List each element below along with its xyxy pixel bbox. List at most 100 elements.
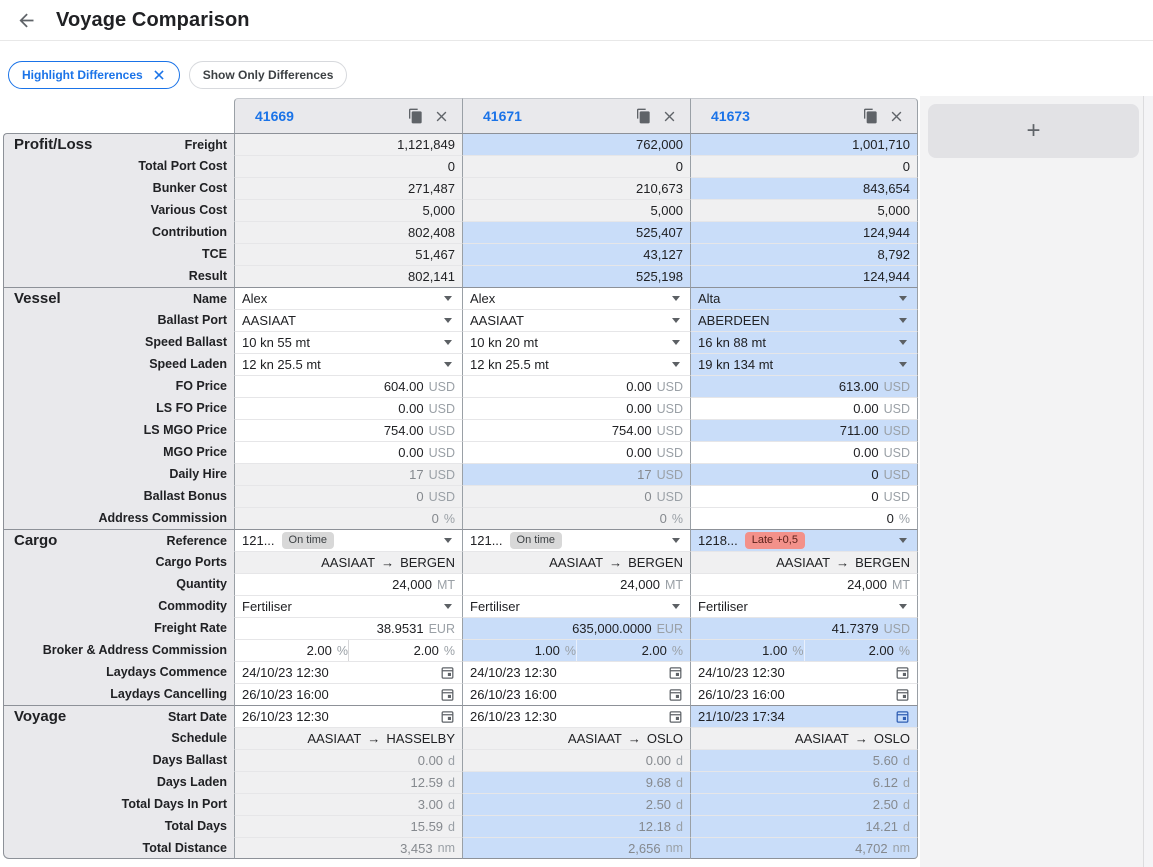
row-label-result: Result: [3, 265, 234, 287]
total-port-cost-cell: 0: [690, 155, 918, 177]
speed-laden-cell[interactable]: 12 kn 25.5 mt: [462, 353, 690, 375]
show-only-differences-label: Show Only Differences: [202, 68, 334, 82]
cell-unit: EUR: [428, 621, 455, 636]
ls-fo-price-cell[interactable]: 0.00 USD: [234, 397, 462, 419]
cell-value: 24,000: [620, 577, 660, 592]
ls-fo-price-cell[interactable]: 0.00 USD: [462, 397, 690, 419]
show-only-differences-chip[interactable]: Show Only Differences: [188, 61, 348, 89]
speed-ballast-cell[interactable]: 16 kn 88 mt: [690, 331, 918, 353]
address-commission-field[interactable]: 2.00%: [348, 640, 455, 661]
start-date-cell[interactable]: 21/10/23 17:34: [690, 705, 918, 727]
reference-cell[interactable]: 121... On time: [462, 529, 690, 551]
cell-value: 0.00: [398, 445, 424, 460]
freight-rate-cell[interactable]: 635,000.0000 EUR: [462, 617, 690, 639]
speed-ballast-cell[interactable]: 10 kn 55 mt: [234, 331, 462, 353]
close-voyage-icon[interactable]: [883, 104, 909, 128]
quantity-cell[interactable]: 24,000 MT: [234, 573, 462, 595]
broker-address-commission-cell[interactable]: 2.00% 2.00%: [234, 639, 462, 661]
broker-commission-field[interactable]: 1.00%: [470, 640, 576, 661]
name-cell[interactable]: Alta: [690, 287, 918, 309]
remove-highlight-icon[interactable]: [152, 68, 166, 82]
calendar-icon[interactable]: [895, 709, 910, 724]
commodity-cell[interactable]: Fertiliser: [690, 595, 918, 617]
dropdown-caret-icon: [899, 296, 907, 301]
start-date-cell[interactable]: 26/10/23 12:30: [234, 705, 462, 727]
ls-mgo-price-cell[interactable]: 754.00 USD: [234, 419, 462, 441]
ballast-port-cell[interactable]: AASIAAT: [462, 309, 690, 331]
copy-voyage-icon[interactable]: [857, 104, 883, 128]
broker-commission-field[interactable]: 1.00%: [698, 640, 804, 661]
selected-option: AASIAAT: [242, 313, 296, 328]
address-commission-field[interactable]: 2.00%: [576, 640, 683, 661]
start-date-cell[interactable]: 26/10/23 12:30: [462, 705, 690, 727]
name-cell[interactable]: Alex: [234, 287, 462, 309]
calendar-icon[interactable]: [668, 709, 683, 724]
laydays-commence-cell[interactable]: 24/10/23 12:30: [690, 661, 918, 683]
vertical-scrollbar[interactable]: [1143, 96, 1153, 867]
calendar-icon[interactable]: [440, 687, 455, 702]
back-arrow-icon[interactable]: [14, 8, 38, 32]
row-label-text: Laydays Commence: [106, 665, 227, 679]
quantity-cell[interactable]: 24,000 MT: [462, 573, 690, 595]
row-label-commodity: Commodity: [3, 595, 234, 617]
cell-unit: %: [792, 643, 804, 658]
daily-hire-cell[interactable]: 0 USD: [690, 463, 918, 485]
fo-price-cell[interactable]: 613.00 USD: [690, 375, 918, 397]
calendar-icon[interactable]: [895, 665, 910, 680]
laydays-cancelling-cell[interactable]: 26/10/23 16:00: [690, 683, 918, 705]
calendar-icon[interactable]: [440, 709, 455, 724]
speed-laden-cell[interactable]: 19 kn 134 mt: [690, 353, 918, 375]
calendar-icon[interactable]: [668, 687, 683, 702]
ballast-port-cell[interactable]: ABERDEEN: [690, 309, 918, 331]
calendar-icon[interactable]: [440, 665, 455, 680]
ballast-bonus-cell[interactable]: 0 USD: [690, 485, 918, 507]
reference-cell[interactable]: 121... On time: [234, 529, 462, 551]
cell-unit: %: [443, 511, 455, 526]
address-commission-cell[interactable]: 0%: [690, 507, 918, 529]
ls-mgo-price-cell[interactable]: 754.00 USD: [462, 419, 690, 441]
broker-address-commission-cell[interactable]: 1.00% 2.00%: [462, 639, 690, 661]
calendar-icon[interactable]: [895, 687, 910, 702]
row-label-text: Freight: [184, 137, 227, 152]
mgo-price-cell[interactable]: 0.00 USD: [690, 441, 918, 463]
broker-address-commission-cell[interactable]: 1.00% 2.00%: [690, 639, 918, 661]
laydays-cancelling-cell[interactable]: 26/10/23 16:00: [462, 683, 690, 705]
close-voyage-icon[interactable]: [656, 104, 682, 128]
fo-price-cell[interactable]: 0.00 USD: [462, 375, 690, 397]
speed-laden-cell[interactable]: 12 kn 25.5 mt: [234, 353, 462, 375]
cargo-ports-cell: AASIAAT → BERGEN: [690, 551, 918, 573]
fo-price-cell[interactable]: 604.00 USD: [234, 375, 462, 397]
add-voyage-button[interactable]: +: [928, 104, 1139, 158]
cell-unit: USD: [883, 379, 910, 394]
laydays-commence-cell[interactable]: 24/10/23 12:30: [462, 661, 690, 683]
copy-voyage-icon[interactable]: [630, 104, 656, 128]
mgo-price-cell[interactable]: 0.00 USD: [234, 441, 462, 463]
commodity-cell[interactable]: Fertiliser: [462, 595, 690, 617]
calendar-icon[interactable]: [668, 665, 683, 680]
cell-value: 0: [871, 489, 879, 504]
commodity-cell[interactable]: Fertiliser: [234, 595, 462, 617]
ls-fo-price-cell[interactable]: 0.00 USD: [690, 397, 918, 419]
date-value: 21/10/23 17:34: [698, 709, 785, 724]
speed-ballast-cell[interactable]: 10 kn 20 mt: [462, 331, 690, 353]
dropdown-caret-icon: [899, 362, 907, 367]
freight-rate-cell[interactable]: 38.9531 EUR: [234, 617, 462, 639]
highlight-differences-chip[interactable]: Highlight Differences: [8, 61, 180, 89]
mgo-price-cell[interactable]: 0.00 USD: [462, 441, 690, 463]
cell-value: 0: [416, 489, 424, 504]
ls-mgo-price-cell[interactable]: 711.00 USD: [690, 419, 918, 441]
ballast-port-cell[interactable]: AASIAAT: [234, 309, 462, 331]
cell-unit: nm: [665, 841, 683, 855]
freight-rate-cell[interactable]: 41.7379 USD: [690, 617, 918, 639]
header-spacer: [3, 98, 234, 133]
laydays-cancelling-cell[interactable]: 26/10/23 16:00: [234, 683, 462, 705]
reference-cell[interactable]: 1218... Late +0,5: [690, 529, 918, 551]
copy-voyage-icon[interactable]: [402, 104, 428, 128]
address-commission-field[interactable]: 2.00%: [803, 640, 910, 661]
close-voyage-icon[interactable]: [428, 104, 454, 128]
laydays-commence-cell[interactable]: 24/10/23 12:30: [234, 661, 462, 683]
route-arrow-icon: →: [609, 555, 623, 570]
name-cell[interactable]: Alex: [462, 287, 690, 309]
broker-commission-field[interactable]: 2.00%: [242, 640, 348, 661]
quantity-cell[interactable]: 24,000 MT: [690, 573, 918, 595]
